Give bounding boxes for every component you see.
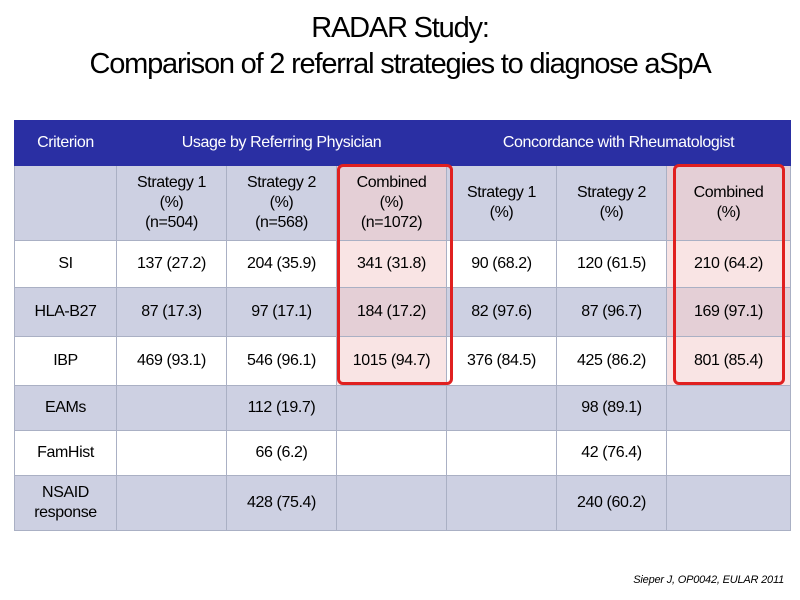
table-cell: 42 (76.4)	[556, 430, 667, 476]
cell-line: Strategy 1	[137, 174, 206, 191]
cell-line: Combined	[356, 174, 427, 191]
table-cell: 82 (97.6)	[446, 287, 557, 337]
table-cell: 428 (75.4)	[226, 475, 337, 531]
cell-line: (%)	[489, 204, 514, 221]
table-cell: 546 (96.1)	[226, 336, 337, 386]
cell-line: FamHist	[37, 444, 94, 461]
cell-line: Strategy 2	[577, 184, 646, 201]
cell-line: (%)	[379, 194, 404, 211]
table-cell: 112 (19.7)	[226, 385, 337, 431]
table-cell	[116, 385, 227, 431]
table-cell: 169 (97.1)	[665, 287, 792, 337]
subheader-row: Strategy 1 (%) (n=504) Strategy 2 (%) (n=568…	[14, 165, 792, 241]
cell-line: (n=1072)	[360, 214, 423, 231]
row-criterion: FamHist	[14, 430, 117, 476]
table-cell	[446, 385, 557, 431]
table-cell: 87 (96.7)	[556, 287, 667, 337]
header-concordance: Concordance with Rheumatologist	[445, 120, 792, 166]
cell-line: (%)	[269, 194, 294, 211]
table-row: FamHist 66 (6.2) 42 (76.4)	[14, 430, 792, 476]
table-cell	[446, 430, 557, 476]
table-cell: 469 (93.1)	[116, 336, 227, 386]
table-cell: 341 (31.8)	[336, 240, 447, 288]
row-criterion: IBP	[14, 336, 117, 386]
subheader-usage-strategy1: Strategy 1 (%) (n=504)	[116, 165, 227, 241]
table-cell	[665, 430, 792, 476]
table-cell	[336, 475, 447, 531]
table-cell: 97 (17.1)	[226, 287, 337, 337]
table-cell	[336, 385, 447, 431]
table-cell	[116, 430, 227, 476]
cell-line: (%)	[716, 204, 741, 221]
cell-line: Combined	[693, 184, 764, 201]
header-usage: Usage by Referring Physician	[116, 120, 447, 166]
cell-line: HLA-B27	[34, 303, 97, 320]
table-cell	[665, 385, 792, 431]
source-citation: Sieper J, OP0042, EULAR 2011	[633, 574, 784, 586]
subheader-concordance-combined: Combined (%)	[665, 165, 792, 241]
table-row: SI 137 (27.2) 204 (35.9) 341 (31.8) 90 (68.2…	[14, 240, 792, 288]
table-cell	[446, 475, 557, 531]
subheader-usage-strategy2: Strategy 2 (%) (n=568)	[226, 165, 337, 241]
table-cell: 240 (60.2)	[556, 475, 667, 531]
table-cell: 1015 (94.7)	[336, 336, 447, 386]
row-criterion: HLA-B27	[14, 287, 117, 337]
subheader-concordance-strategy2: Strategy 2 (%)	[556, 165, 667, 241]
table-cell: 204 (35.9)	[226, 240, 337, 288]
cell-line: (%)	[599, 204, 624, 221]
title-line-2: Comparison of 2 referral strategies to d…	[89, 48, 711, 80]
cell-line: response	[34, 504, 97, 521]
cell-line: SI	[58, 255, 73, 272]
table-cell: 98 (89.1)	[556, 385, 667, 431]
table-cell: 184 (17.2)	[336, 287, 447, 337]
header-criterion: Criterion	[14, 120, 117, 166]
table-cell: 801 (85.4)	[665, 336, 792, 386]
cell-line: NSAID	[42, 484, 89, 501]
title-line-1: RADAR Study:	[311, 12, 490, 44]
cell-line: (n=504)	[145, 214, 198, 231]
table-cell	[116, 475, 227, 531]
table-cell: 425 (86.2)	[556, 336, 667, 386]
table-row: EAMs 112 (19.7) 98 (89.1)	[14, 385, 792, 431]
slide-title: RADAR Study: Comparison of 2 referral st…	[0, 10, 800, 82]
table-cell: 90 (68.2)	[446, 240, 557, 288]
table-cell	[336, 430, 447, 476]
table-cell	[665, 475, 792, 531]
table-row: HLA-B27 87 (17.3) 97 (17.1) 184 (17.2) 82 (9…	[14, 287, 792, 337]
table-cell: 120 (61.5)	[556, 240, 667, 288]
table-cell: 66 (6.2)	[226, 430, 337, 476]
row-criterion: NSAID response	[14, 475, 117, 531]
table-row: IBP 469 (93.1) 546 (96.1) 1015 (94.7) 376 (8…	[14, 336, 792, 386]
subheader-usage-combined: Combined (%) (n=1072)	[336, 165, 447, 241]
cell-line: (n=568)	[255, 214, 308, 231]
table-cell: 376 (84.5)	[446, 336, 557, 386]
cell-line: Strategy 1	[467, 184, 536, 201]
table-cell: 87 (17.3)	[116, 287, 227, 337]
cell-line: (%)	[159, 194, 184, 211]
table-cell: 137 (27.2)	[116, 240, 227, 288]
subheader-empty	[14, 165, 117, 241]
table-row: NSAID response 428 (75.4) 240 (60.2)	[14, 475, 792, 531]
row-criterion: EAMs	[14, 385, 117, 431]
comparison-table: Criterion Usage by Referring Physician C…	[14, 120, 792, 531]
cell-line: Strategy 2	[247, 174, 316, 191]
cell-line: IBP	[53, 352, 78, 369]
row-criterion: SI	[14, 240, 117, 288]
subheader-concordance-strategy1: Strategy 1 (%)	[446, 165, 557, 241]
table-cell: 210 (64.2)	[665, 240, 792, 288]
cell-line: EAMs	[44, 399, 87, 416]
